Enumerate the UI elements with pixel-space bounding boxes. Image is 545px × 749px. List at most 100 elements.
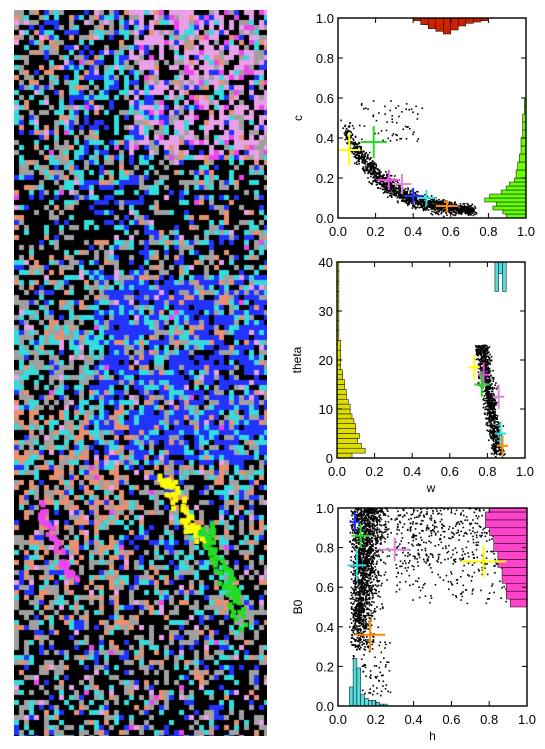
- scatter-point: [488, 424, 491, 427]
- scatter-point: [386, 192, 388, 194]
- scatter-point: [369, 171, 372, 174]
- scatter-point: [372, 517, 375, 519]
- scatter-point: [367, 593, 369, 596]
- scatter-point: [360, 658, 363, 661]
- scatter-point: [351, 140, 353, 143]
- scatter-point: [367, 628, 370, 630]
- scatter-point: [493, 565, 495, 567]
- scatter-point: [397, 186, 400, 188]
- scatter-point: [504, 453, 506, 455]
- scatter-point: [487, 411, 490, 413]
- scatter-point: [364, 557, 367, 560]
- scatter-point: [455, 509, 458, 512]
- scatter-point: [385, 182, 388, 185]
- cluster-cross: [360, 126, 387, 158]
- scatter-point: [381, 510, 384, 512]
- scatter-point: [470, 532, 472, 535]
- x-tick-label: 0.4: [405, 712, 423, 727]
- scatter-point: [464, 209, 467, 212]
- scatter-point: [352, 613, 355, 616]
- scatter-point: [363, 643, 365, 645]
- scatter-point: [426, 527, 428, 529]
- scatter-point: [447, 550, 450, 553]
- scatter-point: [373, 690, 375, 693]
- scatter-point: [374, 132, 376, 135]
- scatter-point: [430, 514, 432, 517]
- scatter-point: [367, 612, 370, 614]
- scatter-point: [467, 203, 470, 206]
- scatter-plot-c: 0.0 0.2 0.4 0.6 0.8 1.00.00.20.40.60.81.0c: [291, 11, 535, 239]
- scatter-point: [372, 176, 374, 179]
- scatter-point: [468, 529, 471, 531]
- scatter-point: [399, 195, 401, 197]
- histogram-bar: [336, 447, 366, 454]
- scatter-point: [361, 689, 364, 692]
- scatter-point: [375, 172, 378, 175]
- scatter-point: [382, 674, 384, 677]
- scatter-point: [364, 666, 367, 669]
- scatter-point: [369, 590, 372, 593]
- scatter-point: [454, 211, 457, 214]
- histogram-bar: [493, 535, 528, 544]
- scatter-point: [404, 190, 406, 193]
- scatter-point: [498, 435, 501, 438]
- scatter-point: [362, 596, 365, 599]
- scatter-point: [364, 604, 366, 607]
- scatter-point: [359, 151, 362, 154]
- scatter-point: [492, 445, 494, 448]
- scatter-point: [478, 344, 480, 347]
- scatter-point: [372, 115, 375, 118]
- scatter-point: [490, 436, 492, 439]
- scatter-point: [372, 684, 375, 687]
- scatter-point: [390, 182, 393, 185]
- scatter-point: [363, 508, 366, 510]
- scatter-point: [384, 530, 387, 533]
- scatter-point: [377, 626, 380, 629]
- scatter-point: [444, 203, 446, 206]
- scatter-point: [454, 561, 457, 563]
- scatter-point: [483, 531, 486, 534]
- scatter-point: [474, 532, 476, 534]
- scatter-point: [354, 615, 357, 618]
- scatter-point: [363, 170, 365, 173]
- scatter-point: [361, 610, 364, 613]
- scatter-point: [370, 587, 373, 590]
- scatter-point: [360, 518, 363, 520]
- scatter-point: [421, 586, 424, 589]
- scatter-point: [496, 441, 499, 443]
- scatter-point: [481, 348, 484, 351]
- scatter-point: [364, 154, 367, 156]
- scatter-point: [430, 532, 433, 534]
- histogram-bar: [465, 17, 474, 24]
- scatter-point: [349, 540, 351, 543]
- scatter-point: [412, 555, 415, 557]
- scatter-point: [363, 519, 365, 522]
- scatter-point: [370, 165, 373, 168]
- scatter-point: [352, 523, 354, 526]
- scatter-point: [433, 211, 435, 213]
- scatter-point: [467, 212, 470, 215]
- scatter-point: [370, 175, 372, 178]
- scatter-point: [486, 361, 488, 363]
- scatter-point: [468, 205, 471, 207]
- scatter-point: [354, 549, 356, 551]
- scatter-point: [500, 567, 503, 569]
- scatter-point: [354, 606, 356, 609]
- scatter-point: [358, 551, 361, 553]
- scatter-point: [496, 401, 498, 404]
- scatter-point: [484, 378, 486, 381]
- scatter-point: [437, 553, 440, 556]
- scatter-point: [378, 536, 380, 538]
- scatter-point: [358, 556, 361, 559]
- scatter-point: [370, 592, 373, 594]
- scatter-point: [390, 174, 393, 177]
- scatter-point: [486, 411, 489, 414]
- scatter-point: [489, 398, 492, 401]
- scatter-point: [494, 455, 497, 458]
- x-tick-label: 0.0: [329, 712, 347, 727]
- scatter-point: [467, 205, 469, 208]
- scatter-point: [373, 167, 375, 169]
- scatter-point: [361, 544, 364, 547]
- scatter-point: [493, 403, 496, 405]
- scatter-point: [402, 562, 404, 565]
